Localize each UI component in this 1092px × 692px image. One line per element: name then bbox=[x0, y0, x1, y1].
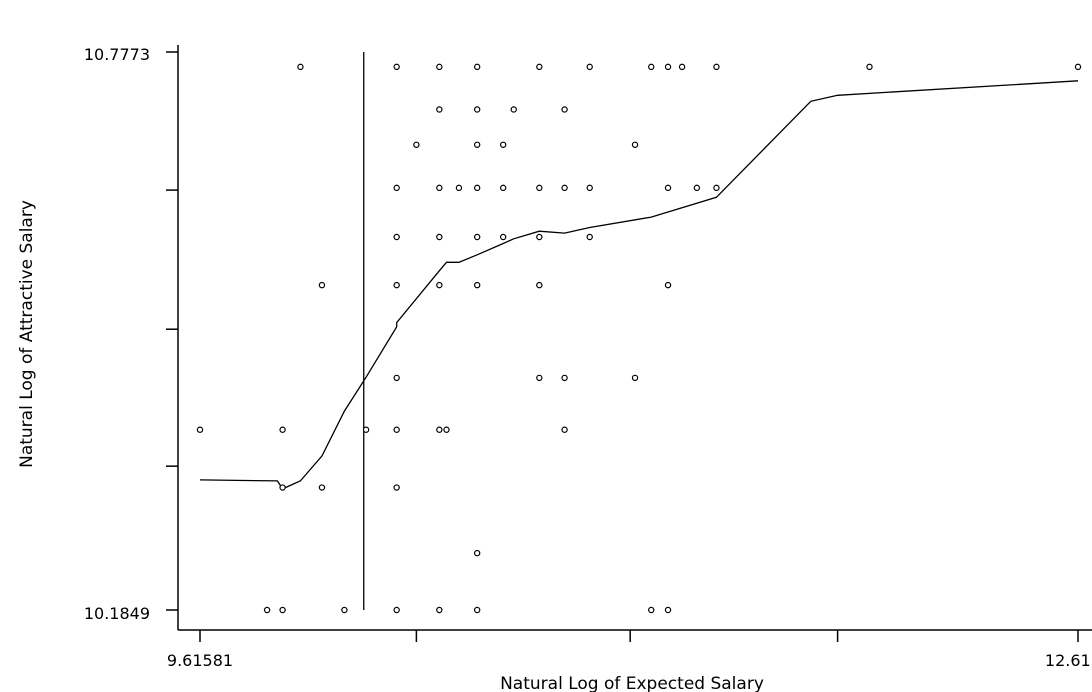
data-point-51 bbox=[586, 233, 593, 241]
data-point-6 bbox=[318, 484, 326, 491]
data-point-12 bbox=[393, 233, 400, 241]
data-point-53 bbox=[631, 374, 639, 382]
data-point-52 bbox=[631, 141, 639, 148]
data-point-25 bbox=[436, 606, 443, 614]
data-point-14 bbox=[393, 374, 400, 382]
y-axis-title: Natural Log of Attractive Salary bbox=[17, 200, 37, 468]
data-point-46 bbox=[561, 184, 568, 192]
data-point-1 bbox=[279, 426, 286, 433]
data-point-15 bbox=[393, 426, 400, 433]
data-point-11 bbox=[393, 184, 400, 192]
data-point-61 bbox=[693, 184, 701, 192]
data-point-56 bbox=[664, 63, 672, 71]
data-point-43 bbox=[536, 281, 543, 289]
data-point-19 bbox=[436, 63, 443, 71]
x-tick-label-left: 9.61581 bbox=[167, 651, 233, 670]
data-point-36 bbox=[510, 106, 517, 113]
data-point-57 bbox=[664, 184, 672, 192]
data-point-31 bbox=[473, 184, 481, 192]
data-point-30 bbox=[473, 141, 481, 148]
ticks bbox=[166, 51, 1079, 642]
data-point-20 bbox=[436, 106, 443, 113]
points-group bbox=[196, 63, 1082, 614]
smooth-line-group bbox=[199, 80, 1079, 490]
data-point-50 bbox=[586, 184, 593, 192]
data-point-5 bbox=[318, 281, 326, 289]
data-point-64 bbox=[866, 63, 873, 71]
data-point-9 bbox=[362, 426, 370, 433]
data-point-47 bbox=[561, 374, 568, 382]
data-point-48 bbox=[561, 426, 568, 433]
y-tick-label-top: 10.7773 bbox=[84, 45, 150, 64]
data-point-41 bbox=[536, 184, 543, 192]
data-point-42 bbox=[536, 233, 543, 241]
data-point-3 bbox=[279, 606, 286, 614]
data-point-37 bbox=[499, 141, 507, 148]
data-point-27 bbox=[455, 184, 463, 192]
data-point-63 bbox=[713, 184, 720, 192]
data-point-33 bbox=[473, 281, 481, 289]
data-point-18 bbox=[413, 141, 420, 148]
data-point-44 bbox=[536, 374, 543, 382]
data-point-28 bbox=[473, 63, 481, 71]
data-point-7 bbox=[341, 606, 348, 614]
data-point-24 bbox=[436, 426, 443, 433]
x-axis-title: Natural Log of Expected Salary bbox=[500, 674, 764, 692]
data-point-60 bbox=[678, 63, 686, 71]
data-point-40 bbox=[536, 63, 543, 71]
data-point-13 bbox=[393, 281, 400, 289]
x-tick-label-right: 12.6115 bbox=[1045, 651, 1092, 670]
data-point-17 bbox=[393, 606, 400, 614]
data-point-23 bbox=[436, 281, 443, 289]
data-point-39 bbox=[499, 233, 507, 241]
labels-group: 10.7773 10.1849 9.61581 12.6115 Natural … bbox=[17, 45, 1092, 692]
data-point-58 bbox=[664, 281, 672, 289]
y-tick-label-bottom: 10.1849 bbox=[84, 604, 150, 623]
data-point-4 bbox=[297, 63, 304, 71]
data-point-49 bbox=[586, 63, 593, 71]
data-point-32 bbox=[473, 233, 481, 241]
data-point-54 bbox=[648, 63, 655, 71]
data-point-0 bbox=[196, 426, 204, 433]
data-point-45 bbox=[561, 106, 568, 113]
data-point-26 bbox=[443, 426, 450, 433]
data-point-38 bbox=[499, 184, 507, 192]
data-point-62 bbox=[713, 63, 720, 71]
axes bbox=[177, 45, 1092, 631]
data-point-21 bbox=[436, 184, 443, 192]
data-point-29 bbox=[473, 106, 481, 113]
data-point-34 bbox=[473, 549, 481, 557]
data-point-35 bbox=[473, 606, 481, 614]
data-point-2 bbox=[279, 484, 286, 491]
data-point-65 bbox=[1074, 63, 1082, 71]
data-point-10 bbox=[393, 63, 400, 71]
data-point-59 bbox=[664, 606, 672, 614]
data-point-8 bbox=[263, 606, 271, 614]
smooth-line bbox=[199, 80, 1079, 490]
data-point-22 bbox=[436, 233, 443, 241]
data-point-55 bbox=[648, 606, 655, 614]
data-point-16 bbox=[393, 484, 400, 491]
